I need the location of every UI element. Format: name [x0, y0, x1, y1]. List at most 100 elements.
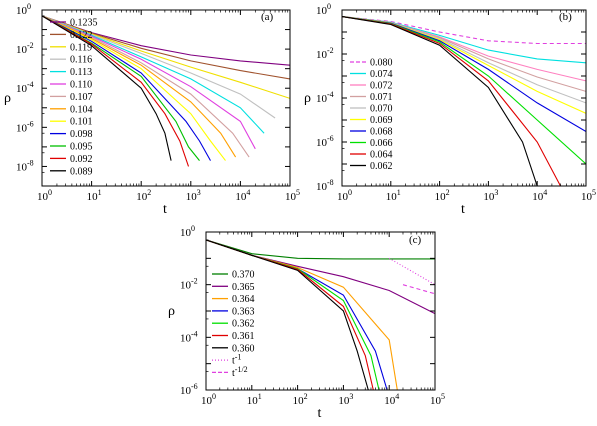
legend-entry-label: 0.365	[232, 282, 255, 293]
y-tick-label: 100	[316, 2, 331, 17]
legend-entry-label: 0.064	[370, 150, 393, 161]
y-tick-exponent: -6	[191, 382, 198, 391]
y-tick-label: 100	[16, 2, 31, 17]
y-tick-exponent: -8	[27, 158, 34, 167]
series-line-0-098	[42, 15, 211, 161]
x-axis-label: t	[318, 406, 322, 421]
plot-area	[342, 16, 586, 186]
legend-entry-label: 0.119	[70, 42, 92, 53]
panel-a: 100 101 102 103 104 10510010-210-410-610-8tρ(…	[4, 2, 300, 217]
legend-entry-label: 0.122	[70, 30, 93, 41]
series-line-0-095	[42, 15, 200, 161]
y-tick-exponent: -6	[327, 134, 334, 143]
x-tick-exponent: 2	[446, 188, 450, 197]
y-tick-exponent: -4	[327, 90, 334, 99]
series-line-0-107	[42, 15, 250, 158]
legend: 0.12350.1220.1190.1160.1130.1100.1070.10…	[50, 18, 98, 177]
series-line-0-062	[342, 16, 538, 186]
y-tick-label: 100	[180, 224, 195, 239]
x-tick-exponent: 5	[296, 188, 300, 197]
x-axis-label: t	[461, 202, 465, 217]
x-tick-exponent: 2	[304, 392, 308, 401]
legend-entry-label: 0.080	[370, 58, 393, 69]
legend-entry-label: 0.107	[70, 92, 93, 103]
x-tick-exponent: 4	[246, 188, 250, 197]
x-tick-exponent: 1	[258, 392, 262, 401]
legend-entry-label: 0.089	[70, 166, 93, 177]
legend-entry-label: 0.070	[370, 104, 393, 115]
y-tick-exponent: -2	[191, 277, 198, 286]
legend-entry-label: 0.113	[70, 67, 92, 78]
legend: 0.0800.0740.0720.0710.0700.0690.0680.066…	[350, 58, 393, 172]
legend-entry-label: 0.364	[232, 294, 255, 305]
y-tick-exponent: -4	[27, 80, 34, 89]
y-axis-label: ρ	[304, 91, 311, 106]
x-tick-label: 100	[37, 188, 52, 203]
x-tick-label: 100	[337, 188, 352, 203]
x-tick-exponent: 0	[48, 188, 52, 197]
y-tick-exponent: -2	[27, 41, 34, 50]
x-tick-label: 102	[435, 188, 450, 203]
x-tick-label: 103	[483, 188, 498, 203]
y-tick-label: 10-6	[316, 134, 334, 149]
legend-entry-label: 0.066	[370, 138, 393, 149]
series-line-t-1	[388, 257, 435, 286]
x-tick-label: 105	[581, 188, 596, 203]
y-tick-exponent: 0	[327, 2, 331, 11]
y-axis-label: ρ	[168, 304, 175, 319]
series-line-t-1-2	[402, 284, 435, 295]
x-tick-exponent: 3	[197, 188, 201, 197]
x-tick-label: 100	[201, 392, 216, 407]
y-axis-label: ρ	[4, 91, 11, 106]
x-tick-label: 102	[293, 392, 308, 407]
x-tick-exponent: 3	[494, 188, 498, 197]
x-tick-label: 101	[247, 392, 262, 407]
x-tick-label: 104	[532, 188, 547, 203]
y-tick-exponent: 0	[27, 2, 31, 11]
legend-entry-label: 0.363	[232, 306, 255, 317]
series-line-0-101	[42, 15, 226, 161]
legend-entry-label: 0.069	[370, 115, 393, 126]
x-tick-label: 105	[430, 392, 445, 407]
series-line-0-116	[42, 15, 276, 119]
x-tick-label: 103	[338, 392, 353, 407]
x-tick-label: 104	[384, 392, 399, 407]
series-line-0-113	[42, 15, 265, 134]
y-tick-label: 10-2	[316, 46, 334, 61]
series-line-0-110	[42, 15, 256, 150]
series-line-0-360	[206, 239, 369, 390]
plot-area	[206, 239, 435, 390]
x-tick-label: 102	[136, 188, 151, 203]
x-tick-exponent: 1	[397, 188, 401, 197]
legend-entry-label: 0.116	[70, 55, 92, 66]
legend-entry-label: 0.072	[370, 81, 393, 92]
y-tick-exponent: -8	[327, 178, 334, 187]
legend-entry-label: 0.362	[232, 319, 255, 330]
y-tick-exponent: -2	[327, 46, 334, 55]
legend-entry-label: 0.101	[70, 117, 93, 128]
legend-entry-label: 0.361	[232, 331, 255, 342]
series-line-0-074	[342, 16, 586, 64]
x-tick-exponent: 4	[543, 188, 547, 197]
y-tick-label: 10-2	[16, 41, 34, 56]
legend-entry-label: 0.092	[70, 154, 93, 165]
plot-area	[42, 15, 290, 167]
y-tick-label: 10-6	[180, 382, 198, 397]
panel-label: (c)	[409, 234, 422, 246]
series-line-0-080	[342, 16, 586, 45]
legend-entry-label: 0.360	[232, 343, 255, 354]
panel-b: 100 101 102 103 104 10510010-210-410-610-8tρ(…	[304, 2, 596, 217]
series-line-0-104	[42, 15, 237, 158]
x-tick-exponent: 3	[349, 392, 353, 401]
legend-entry-label: 0.074	[370, 69, 393, 80]
panel-c: 100 101 102 103 104 10510010-210-410-6tρ(c)0.…	[168, 224, 445, 421]
panel-label: (b)	[559, 11, 572, 23]
legend-entry-exponent: -1/2	[235, 365, 248, 374]
legend-entry-label: 0.110	[70, 80, 92, 91]
legend-entry-label: 0.062	[370, 161, 393, 172]
y-tick-label: 10-2	[180, 277, 198, 292]
plot-frame	[41, 9, 291, 187]
y-tick-label: 10-4	[316, 90, 334, 105]
x-tick-exponent: 5	[592, 188, 596, 197]
